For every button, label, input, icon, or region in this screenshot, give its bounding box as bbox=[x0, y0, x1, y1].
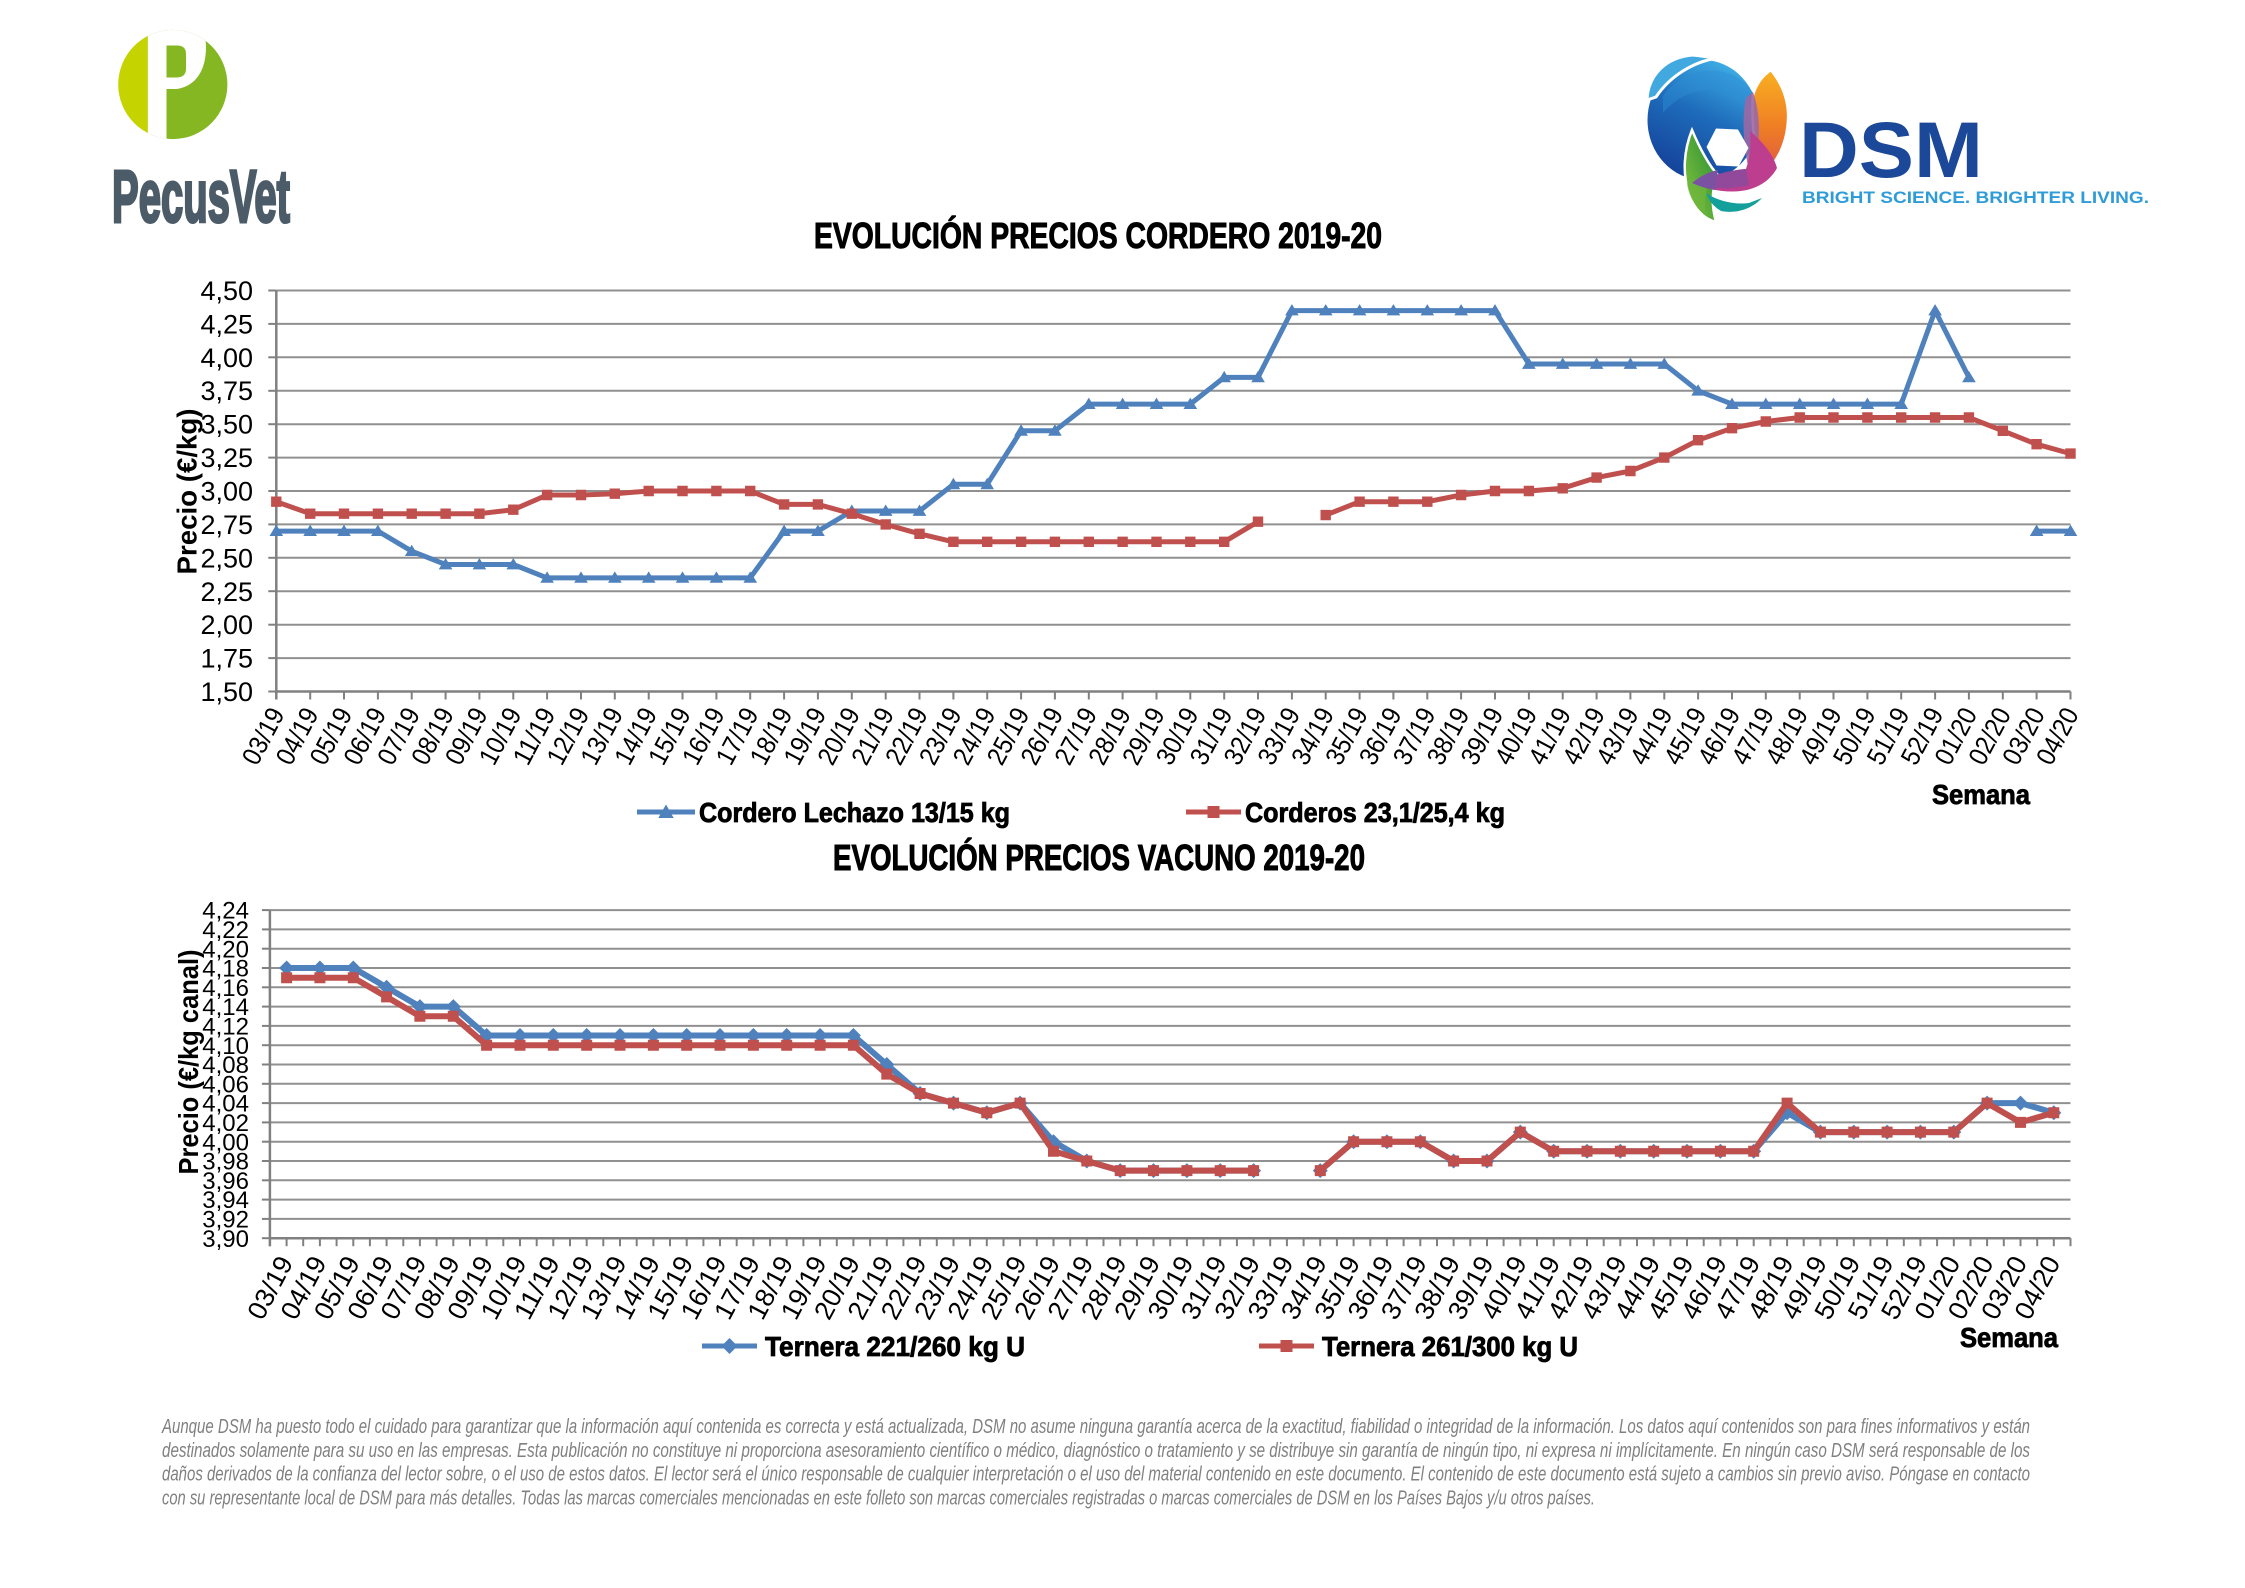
svg-text:3,96: 3,96 bbox=[202, 1168, 249, 1195]
svg-text:EVOLUCIÓN PRECIOS CORDERO 2019: EVOLUCIÓN PRECIOS CORDERO 2019-20 bbox=[814, 214, 1382, 256]
svg-text:BRIGHT SCIENCE. BRIGHTER LIVIN: BRIGHT SCIENCE. BRIGHTER LIVING. bbox=[1802, 189, 2149, 207]
svg-text:4,18: 4,18 bbox=[202, 956, 249, 983]
svg-text:4,25: 4,25 bbox=[200, 309, 253, 339]
svg-text:Aunque DSM ha puesto todo el c: Aunque DSM ha puesto todo el cuidado par… bbox=[161, 1416, 2030, 1438]
svg-text:4,06: 4,06 bbox=[202, 1071, 249, 1098]
svg-text:DSM: DSM bbox=[1799, 105, 1983, 194]
svg-text:2,50: 2,50 bbox=[200, 543, 253, 573]
svg-text:Ternera 221/260 kg U: Ternera 221/260 kg U bbox=[765, 1331, 1025, 1362]
svg-text:2,25: 2,25 bbox=[200, 577, 253, 607]
svg-text:4,10: 4,10 bbox=[202, 1033, 249, 1060]
svg-text:4,02: 4,02 bbox=[202, 1110, 249, 1137]
svg-text:Precio (€/kg): Precio (€/kg) bbox=[172, 409, 203, 575]
svg-text:destinados solamente para su u: destinados solamente para su uso en las … bbox=[162, 1440, 2030, 1462]
svg-text:2,00: 2,00 bbox=[200, 610, 253, 640]
svg-text:4,22: 4,22 bbox=[202, 917, 249, 944]
svg-text:4,08: 4,08 bbox=[202, 1052, 249, 1079]
svg-text:4,04: 4,04 bbox=[202, 1091, 249, 1118]
svg-text:Ternera 261/300 kg U: Ternera 261/300 kg U bbox=[1322, 1331, 1578, 1362]
svg-text:4,16: 4,16 bbox=[202, 975, 249, 1002]
svg-text:3,50: 3,50 bbox=[200, 410, 253, 440]
svg-text:4,12: 4,12 bbox=[202, 1014, 249, 1041]
svg-text:Cordero Lechazo 13/15 kg: Cordero Lechazo 13/15 kg bbox=[699, 797, 1010, 828]
svg-text:3,90: 3,90 bbox=[202, 1226, 249, 1253]
svg-text:4,24: 4,24 bbox=[202, 898, 249, 925]
svg-text:3,92: 3,92 bbox=[202, 1207, 249, 1234]
svg-text:3,25: 3,25 bbox=[200, 443, 253, 473]
svg-text:EVOLUCIÓN PRECIOS VACUNO 2019-: EVOLUCIÓN PRECIOS VACUNO 2019-20 bbox=[833, 836, 1365, 878]
svg-text:daños derivados de la confianz: daños derivados de la confianza del lect… bbox=[162, 1464, 2030, 1486]
svg-text:3,98: 3,98 bbox=[202, 1149, 249, 1176]
svg-text:4,14: 4,14 bbox=[202, 994, 249, 1021]
svg-text:con su representante local de: con su representante local de DSM para m… bbox=[162, 1487, 1595, 1509]
svg-text:1,75: 1,75 bbox=[200, 644, 253, 674]
svg-text:PecusVet: PecusVet bbox=[112, 155, 290, 238]
svg-text:4,00: 4,00 bbox=[200, 343, 253, 373]
svg-text:3,75: 3,75 bbox=[200, 376, 253, 406]
svg-text:1,50: 1,50 bbox=[200, 677, 253, 707]
svg-text:4,50: 4,50 bbox=[200, 276, 253, 306]
svg-text:Precio (€/kg canal): Precio (€/kg canal) bbox=[173, 950, 204, 1175]
svg-text:4,20: 4,20 bbox=[202, 936, 249, 963]
svg-text:2,75: 2,75 bbox=[200, 510, 253, 540]
svg-text:Semana: Semana bbox=[1960, 1322, 2058, 1353]
svg-text:4,00: 4,00 bbox=[202, 1129, 249, 1156]
svg-text:3,00: 3,00 bbox=[200, 477, 253, 507]
svg-text:Corderos 23,1/25,4 kg: Corderos 23,1/25,4 kg bbox=[1245, 797, 1505, 828]
svg-text:3,94: 3,94 bbox=[202, 1187, 249, 1214]
svg-text:Semana: Semana bbox=[1932, 779, 2030, 810]
